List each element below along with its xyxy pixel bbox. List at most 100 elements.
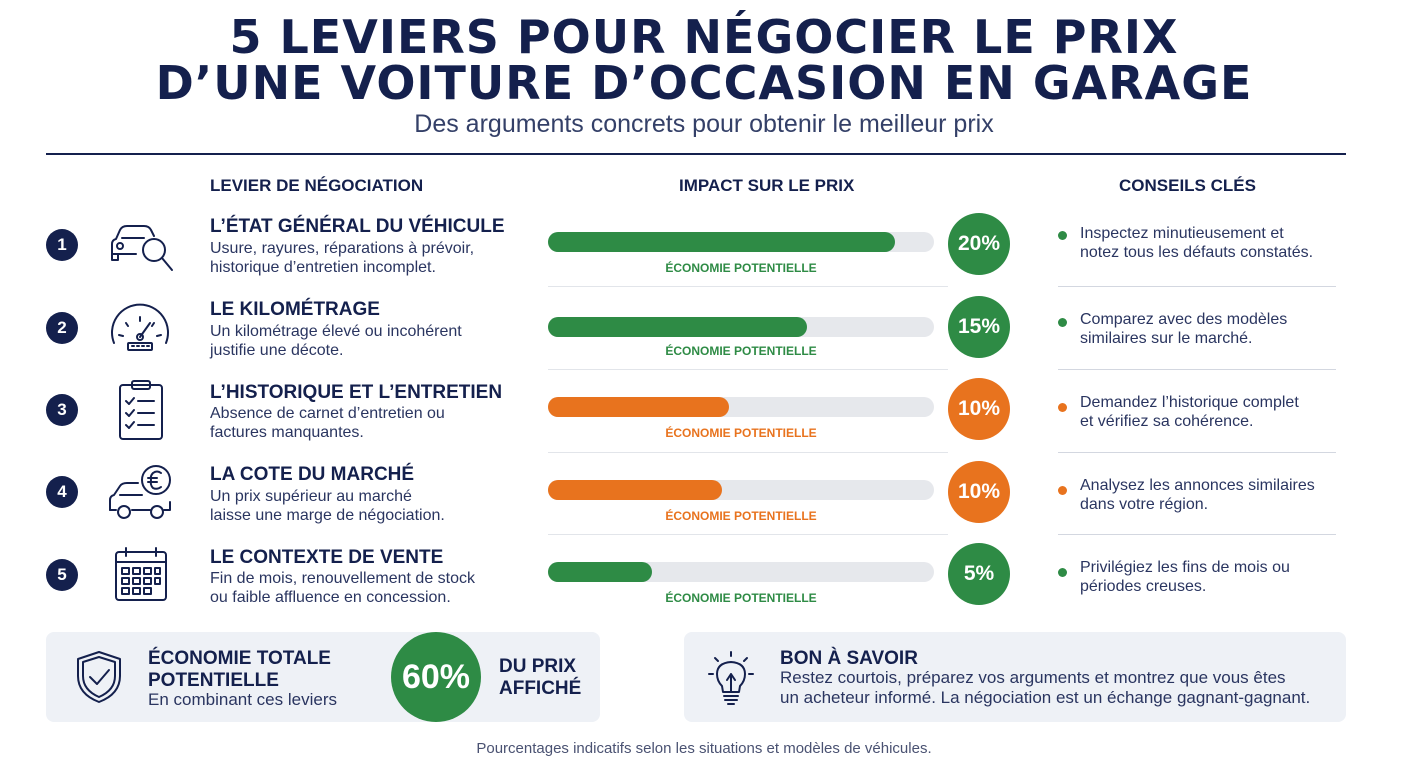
lever-title: LE KILOMÉTRAGE — [210, 299, 380, 320]
tip-divider — [1058, 286, 1336, 287]
impact-bar-fill — [548, 562, 653, 582]
tip-bullet — [1058, 403, 1067, 412]
lever-title: LA COTE DU MARCHÉ — [210, 464, 415, 485]
summary-title: ÉCONOMIE TOTALE POTENTIELLE — [148, 648, 331, 692]
summary-label-line: DU PRIX — [499, 656, 577, 677]
impact-divider — [548, 534, 948, 535]
title-line-1: 5 LEVIERS POUR NÉGOCIER LE PRIX — [229, 10, 1179, 64]
lever-number-badge: 3 — [46, 394, 78, 426]
speedometer-icon — [106, 299, 174, 361]
tip-text-line: Demandez l’historique complet — [1080, 394, 1299, 411]
lever-description-line: Un kilométrage élevé ou incohérent — [210, 323, 462, 340]
tip-bullet — [1058, 568, 1067, 577]
impact-bar-track — [548, 317, 934, 337]
impact-bar-track — [548, 397, 934, 417]
lever-number-badge: 1 — [46, 229, 78, 261]
lever-description-line: Usure, rayures, réparations à prévoir, — [210, 240, 475, 257]
tip-text: Analysez les annonces similaires dans vo… — [1080, 476, 1340, 514]
tip-box-title: BON À SAVOIR — [780, 648, 918, 669]
column-header-tips: CONSEILS CLÉS — [1119, 176, 1256, 195]
lever-row: 4 LA COTE DU MARCHÉ Un prix supérieur au… — [0, 454, 1408, 536]
checklist-icon — [106, 379, 174, 441]
lever-description: Un kilométrage élevé ou incohérent justi… — [210, 322, 510, 360]
impact-bar-fill — [548, 232, 896, 252]
lever-title: L’HISTORIQUE ET L’ENTRETIEN — [210, 382, 503, 403]
impact-bar-fill — [548, 397, 730, 417]
lever-row: 1 L’ÉTAT GÉNÉRAL DU VÉHICULE Usure, rayu… — [0, 206, 1408, 288]
tip-bullet — [1058, 231, 1067, 240]
tip-text-line: Comparez avec des modèles — [1080, 311, 1288, 328]
impact-percent-badge: 20% — [948, 213, 1010, 275]
lever-description-line: ou faible affluence en concession. — [210, 589, 451, 606]
car-euro-icon — [106, 462, 174, 524]
tip-text: Comparez avec des modèles similaires sur… — [1080, 310, 1340, 348]
impact-caption: ÉCONOMIE POTENTIELLE — [665, 509, 817, 523]
impact-caption: ÉCONOMIE POTENTIELLE — [665, 426, 817, 440]
summary-panel — [46, 632, 600, 722]
lever-title: LE CONTEXTE DE VENTE — [210, 547, 444, 568]
column-header-impact: IMPACT SUR LE PRIX — [679, 176, 855, 195]
tip-divider — [1058, 452, 1336, 453]
tip-text-line: Analysez les annonces similaires — [1080, 477, 1315, 494]
impact-caption: ÉCONOMIE POTENTIELLE — [665, 591, 817, 605]
tip-text-line: notez tous les défauts constatés. — [1080, 244, 1314, 261]
lever-title: L’ÉTAT GÉNÉRAL DU VÉHICULE — [210, 216, 505, 237]
lever-row: 2 LE KILOMÉTRAGE Un kilométrage élevé ou… — [0, 289, 1408, 371]
summary-subtitle: En combinant ces leviers — [148, 690, 337, 709]
impact-bar-fill — [548, 480, 722, 500]
total-percent-badge: 60% — [391, 632, 481, 722]
summary-label: DU PRIX AFFICHÉ — [499, 656, 581, 700]
tip-bullet — [1058, 486, 1067, 495]
lever-description-line: laisse une marge de négociation. — [210, 507, 445, 524]
tip-text: Demandez l’historique complet et vérifie… — [1080, 393, 1340, 431]
lever-description: Absence de carnet d’entretien ou facture… — [210, 404, 510, 442]
lever-row: 5 LE CONTEXTE DE VENTE Fin de mois, reno… — [0, 536, 1408, 618]
impact-bar-track — [548, 562, 934, 582]
impact-caption: ÉCONOMIE POTENTIELLE — [665, 344, 817, 358]
tip-text: Privilégiez les fins de mois ou périodes… — [1080, 558, 1340, 596]
tip-divider — [1058, 534, 1336, 535]
tip-bullet — [1058, 318, 1067, 327]
impact-percent-badge: 15% — [948, 296, 1010, 358]
car-magnifier-icon — [106, 216, 174, 278]
impact-divider — [548, 452, 948, 453]
lever-description-line: justifie une décote. — [210, 342, 344, 359]
tip-text-line: dans votre région. — [1080, 496, 1209, 513]
tip-text-line: et vérifiez sa cohérence. — [1080, 413, 1254, 430]
lever-row: 3 L’HISTORIQUE ET L’ENTRETIEN Absence de… — [0, 371, 1408, 453]
impact-bar-track — [548, 480, 934, 500]
title-line-2: D’UNE VOITURE D’OCCASION EN GARAGE — [155, 56, 1253, 110]
lever-number-badge: 2 — [46, 312, 78, 344]
tip-text-line: Inspectez minutieusement et — [1080, 225, 1284, 242]
tip-text: Inspectez minutieusement et notez tous l… — [1080, 224, 1340, 262]
summary-title-line: ÉCONOMIE TOTALE — [148, 648, 331, 669]
impact-divider — [548, 369, 948, 370]
impact-percent-badge: 10% — [948, 461, 1010, 523]
lightbulb-icon — [706, 648, 756, 706]
lever-description-line: historique d’entretien incomplet. — [210, 259, 436, 276]
lever-description: Fin de mois, renouvellement de stock ou … — [210, 569, 510, 607]
column-header-lever: LEVIER DE NÉGOCIATION — [210, 176, 424, 195]
lever-description: Un prix supérieur au marché laisse une m… — [210, 487, 510, 525]
lever-description-line: Absence de carnet d’entretien ou — [210, 405, 445, 422]
lever-description-line: Fin de mois, renouvellement de stock — [210, 570, 476, 587]
tip-box-text-line: un acheteur informé. La négociation est … — [780, 688, 1311, 707]
footer-note: Pourcentages indicatifs selon les situat… — [476, 740, 932, 757]
lever-number-badge: 4 — [46, 476, 78, 508]
tip-text-line: similaires sur le marché. — [1080, 330, 1253, 347]
impact-divider — [548, 286, 948, 287]
impact-bar-fill — [548, 317, 807, 337]
tip-text-line: périodes creuses. — [1080, 578, 1207, 595]
lever-description-line: Un prix supérieur au marché — [210, 488, 412, 505]
tip-text-line: Privilégiez les fins de mois ou — [1080, 559, 1290, 576]
lever-description: Usure, rayures, réparations à prévoir, h… — [210, 239, 510, 277]
summary-title-line: POTENTIELLE — [148, 670, 279, 691]
page-title: 5 LEVIERS POUR NÉGOCIER LE PRIX D’UNE VO… — [0, 14, 1408, 106]
tip-box-text-line: Restez courtois, préparez vos arguments … — [780, 668, 1286, 687]
page-subtitle: Des arguments concrets pour obtenir le m… — [414, 110, 994, 138]
impact-caption: ÉCONOMIE POTENTIELLE — [665, 261, 817, 275]
header-divider — [46, 153, 1346, 155]
tip-box-text: Restez courtois, préparez vos arguments … — [780, 668, 1310, 708]
impact-bar-track — [548, 232, 934, 252]
calendar-icon — [106, 544, 174, 606]
